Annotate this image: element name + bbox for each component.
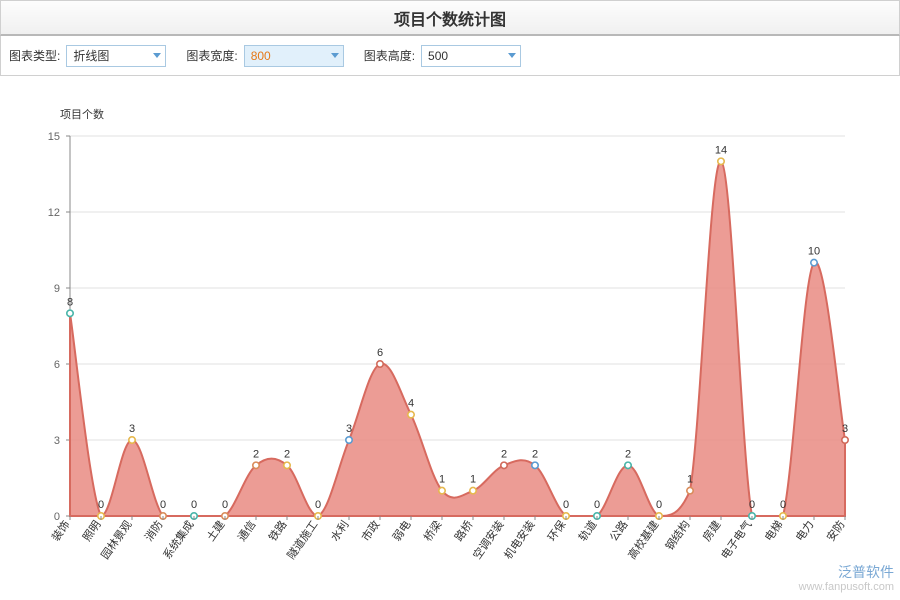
- x-tick-label: 房建: [699, 518, 723, 544]
- x-tick-label: 铁路: [266, 518, 289, 543]
- data-marker: [129, 437, 135, 443]
- chart-container: 项目个数036912158030002203641122002011400103…: [20, 86, 880, 586]
- x-tick-label: 水利: [328, 518, 351, 543]
- x-tick-label: 桥梁: [420, 518, 444, 544]
- data-marker: [625, 462, 631, 468]
- data-label: 0: [160, 499, 166, 511]
- x-tick-label: 安防: [823, 518, 847, 544]
- x-tick-label: 园林景观: [98, 518, 135, 562]
- data-marker: [501, 462, 507, 468]
- data-label: 3: [346, 423, 352, 435]
- data-label: 0: [780, 499, 786, 511]
- x-tick-label: 钢结构: [662, 518, 692, 553]
- svg-text:6: 6: [54, 359, 60, 371]
- data-label: 1: [439, 474, 445, 486]
- chart-type-select[interactable]: 折线图: [66, 45, 166, 67]
- data-marker: [408, 411, 414, 417]
- data-marker: [842, 437, 848, 443]
- x-tick-label: 电力: [793, 518, 816, 543]
- chevron-down-icon: [153, 53, 161, 58]
- x-tick-label: 系统集成: [160, 518, 197, 562]
- data-marker: [718, 158, 724, 164]
- data-label: 0: [749, 499, 755, 511]
- page-title: 项目个数统计图: [394, 6, 506, 30]
- data-label: 14: [715, 144, 727, 156]
- x-tick-label: 照明: [80, 518, 103, 543]
- data-marker: [439, 487, 445, 493]
- x-tick-label: 电梯: [762, 518, 785, 543]
- data-label: 3: [129, 423, 135, 435]
- x-tick-label: 隧道施工: [284, 518, 321, 562]
- data-label: 2: [284, 448, 290, 460]
- data-label: 10: [808, 246, 820, 258]
- chart-height-group: 图表高度: 500: [364, 45, 521, 67]
- x-tick-label: 土建: [203, 518, 227, 544]
- area-chart: 项目个数036912158030002203641122002011400103…: [20, 86, 880, 586]
- data-label: 0: [222, 499, 228, 511]
- data-marker: [346, 437, 352, 443]
- watermark-brand: 泛普软件: [799, 564, 894, 581]
- chart-type-value: 折线图: [73, 47, 109, 64]
- x-tick-label: 消防: [141, 518, 165, 544]
- chart-type-group: 图表类型: 折线图: [9, 45, 166, 67]
- data-marker: [284, 462, 290, 468]
- data-marker: [532, 462, 538, 468]
- data-label: 2: [625, 448, 631, 460]
- data-marker: [687, 487, 693, 493]
- data-label: 6: [377, 347, 383, 359]
- svg-text:15: 15: [48, 131, 60, 143]
- x-tick-label: 机电安装: [501, 518, 538, 562]
- chart-height-select[interactable]: 500: [421, 45, 521, 67]
- chart-width-label: 图表宽度:: [186, 47, 237, 64]
- chart-height-value: 500: [428, 49, 448, 63]
- data-label: 0: [563, 499, 569, 511]
- svg-text:0: 0: [54, 511, 60, 523]
- x-tick-label: 空调安装: [470, 518, 507, 562]
- data-label: 1: [687, 474, 693, 486]
- data-label: 0: [315, 499, 321, 511]
- y-axis-title: 项目个数: [60, 108, 104, 121]
- svg-text:12: 12: [48, 207, 60, 219]
- chevron-down-icon: [508, 53, 516, 58]
- data-marker: [377, 361, 383, 367]
- x-tick-label: 通信: [235, 518, 258, 543]
- x-tick-label: 市政: [358, 518, 382, 544]
- data-label: 2: [253, 448, 259, 460]
- data-marker: [253, 462, 259, 468]
- x-tick-label: 电子电气: [718, 518, 755, 562]
- chart-type-label: 图表类型:: [9, 47, 60, 64]
- chart-width-value: 800: [251, 49, 271, 63]
- data-label: 4: [408, 398, 414, 410]
- data-label: 1: [470, 474, 476, 486]
- x-tick-label: 高校基建: [625, 518, 662, 562]
- data-label: 3: [842, 423, 848, 435]
- x-tick-label: 轨道: [575, 518, 599, 544]
- data-label: 0: [656, 499, 662, 511]
- page-title-bar: 项目个数统计图: [0, 0, 900, 36]
- data-label: 0: [594, 499, 600, 511]
- chevron-down-icon: [331, 53, 339, 58]
- data-label: 0: [98, 499, 104, 511]
- data-label: 2: [501, 448, 507, 460]
- x-tick-label: 装饰: [48, 518, 72, 544]
- data-marker: [67, 310, 73, 316]
- data-label: 2: [532, 448, 538, 460]
- data-label: 0: [191, 499, 197, 511]
- chart-height-label: 图表高度:: [364, 47, 415, 64]
- x-tick-label: 路桥: [452, 518, 475, 543]
- svg-text:9: 9: [54, 283, 60, 295]
- chart-width-select[interactable]: 800: [244, 45, 344, 67]
- x-tick-label: 弱电: [390, 518, 413, 543]
- data-marker: [811, 259, 817, 265]
- area-path: [70, 161, 845, 516]
- controls-bar: 图表类型: 折线图 图表宽度: 800 图表高度: 500: [0, 36, 900, 76]
- data-label: 8: [67, 296, 73, 308]
- x-tick-label: 环保: [544, 518, 568, 544]
- watermark: 泛普软件 www.fanpusoft.com: [799, 564, 894, 594]
- watermark-url: www.fanpusoft.com: [799, 581, 894, 594]
- x-tick-label: 公路: [607, 518, 630, 543]
- chart-width-group: 图表宽度: 800: [186, 45, 343, 67]
- svg-text:3: 3: [54, 435, 60, 447]
- data-marker: [470, 487, 476, 493]
